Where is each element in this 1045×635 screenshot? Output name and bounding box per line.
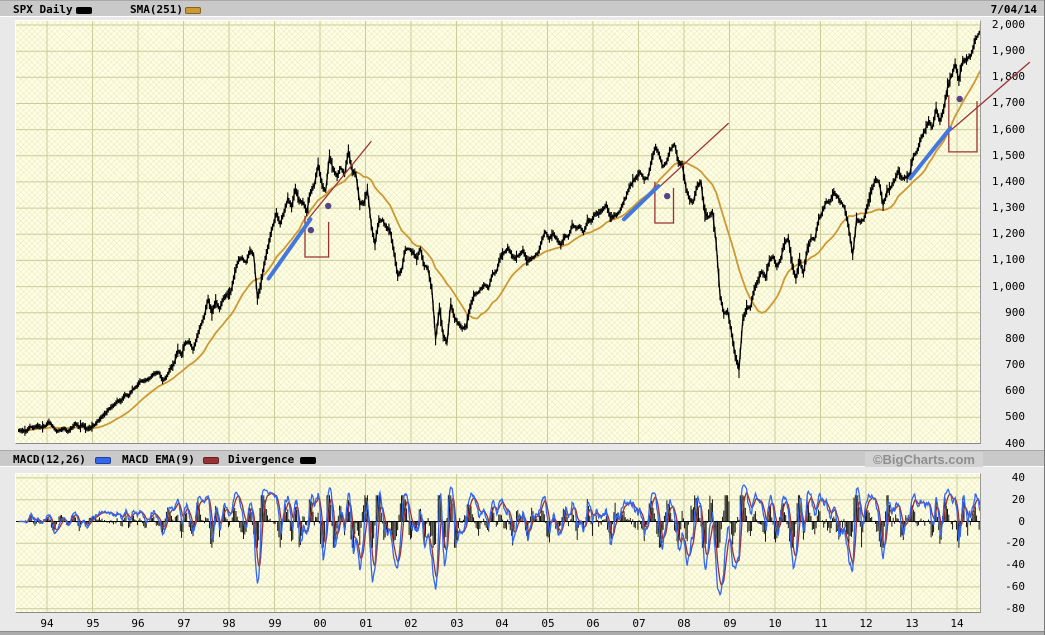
price-legend-bar: SPX Daily SMA(251) 7/04/14: [0, 0, 1044, 17]
macd-axis-label: -20: [1005, 536, 1025, 549]
price-chart-panel: [15, 20, 981, 444]
year-axis-label: 02: [404, 617, 418, 630]
year-axis-label: 03: [450, 617, 464, 630]
price-axis-label: 900: [1005, 306, 1025, 319]
price-axis-label: 1,300: [991, 201, 1025, 214]
price-axis-label: 400: [1005, 437, 1025, 450]
price-axis-label: 1,400: [991, 175, 1025, 188]
macd-series-swatch: [95, 457, 111, 464]
macd-ema-swatch: [203, 457, 219, 464]
macd-axis-label: -40: [1005, 558, 1025, 571]
price-axis-label: 1,100: [991, 253, 1025, 266]
price-axis-label: 1,000: [991, 280, 1025, 293]
divergence-swatch: [300, 457, 316, 464]
macd-legend-bar: MACD(12,26) MACD EMA(9) Divergence ©BigC…: [0, 450, 1044, 467]
macd-chart-panel: [15, 473, 981, 613]
macd-axis-label: 0: [1018, 515, 1025, 528]
macd-axis-label: 40: [1011, 471, 1025, 484]
year-axis-label: 01: [359, 617, 373, 630]
price-axis-label: 600: [1005, 384, 1025, 397]
year-axis-label: 14: [950, 617, 964, 630]
price-axis-label: 2,000: [991, 18, 1025, 31]
divergence-label: Divergence: [228, 453, 295, 466]
price-axis-label: 1,700: [991, 96, 1025, 109]
year-axis-label: 98: [222, 617, 236, 630]
chart-date: 7/04/14: [990, 3, 1037, 16]
macd-axis-label: -80: [1005, 602, 1025, 615]
year-axis-label: 04: [495, 617, 509, 630]
bigcharts-watermark: ©BigCharts.com: [864, 452, 983, 467]
year-axis-label: 07: [632, 617, 646, 630]
macd-ema-label: MACD EMA(9): [122, 453, 195, 466]
price-axis-label: 1,600: [991, 123, 1025, 136]
year-axis-label: 00: [313, 617, 327, 630]
year-axis-label: 96: [131, 617, 145, 630]
year-axis-label: 99: [268, 617, 282, 630]
price-series-swatch: [76, 7, 92, 14]
price-axis-label: 500: [1005, 410, 1025, 423]
macd-axis-label: 20: [1011, 493, 1025, 506]
year-axis-label: 11: [814, 617, 828, 630]
price-axis-label: 1,200: [991, 227, 1025, 240]
price-axis-label: 1,800: [991, 70, 1025, 83]
year-axis-label: 05: [541, 617, 555, 630]
year-axis-label: 13: [905, 617, 919, 630]
price-axis-label: 1,900: [991, 44, 1025, 57]
year-axis-label: 06: [586, 617, 600, 630]
symbol-label: SPX Daily: [13, 3, 73, 16]
year-axis-label: 97: [177, 617, 191, 630]
price-axis-label: 800: [1005, 332, 1025, 345]
sma-series-swatch: [185, 7, 201, 14]
year-axis-label: 09: [723, 617, 737, 630]
macd-axis-label: -60: [1005, 580, 1025, 593]
year-axis-label: 10: [768, 617, 782, 630]
window-bottom-edge: [0, 631, 1044, 635]
year-axis-label: 94: [40, 617, 54, 630]
year-axis-label: 08: [677, 617, 691, 630]
macd-label: MACD(12,26): [13, 453, 86, 466]
year-axis-label: 95: [86, 617, 100, 630]
price-axis-label: 1,500: [991, 149, 1025, 162]
sma-label: SMA(251): [130, 3, 183, 16]
price-axis-label: 700: [1005, 358, 1025, 371]
year-axis-label: 12: [859, 617, 873, 630]
